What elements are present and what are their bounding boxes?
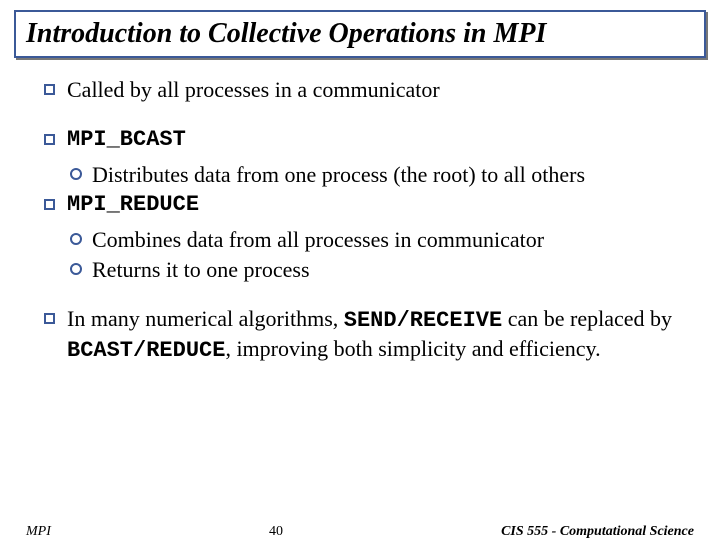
slide-title: Introduction to Collective Operations in… <box>26 18 694 50</box>
circle-bullet-icon <box>70 168 82 180</box>
square-bullet-icon <box>44 313 55 324</box>
bullet-1-text: Called by all processes in a communicato… <box>67 76 690 104</box>
b4-pre: In many numerical algorithms, <box>67 306 344 331</box>
slide-content: Called by all processes in a communicato… <box>0 58 720 364</box>
bullet-3-sub-2: Returns it to one process <box>70 256 690 284</box>
bullet-1: Called by all processes in a communicato… <box>44 76 690 104</box>
bullet-4: In many numerical algorithms, SEND/RECEI… <box>44 305 690 364</box>
square-bullet-icon <box>44 199 55 210</box>
bullet-2-text: MPI_BCAST <box>67 126 690 154</box>
title-box: Introduction to Collective Operations in… <box>14 10 706 58</box>
circle-bullet-icon <box>70 263 82 275</box>
bullet-2-sub-1-text: Distributes data from one process (the r… <box>92 161 690 189</box>
bullet-2-sub-1: Distributes data from one process (the r… <box>70 161 690 189</box>
footer-right: CIS 555 - Computational Science <box>501 524 694 540</box>
footer-page-number: 40 <box>51 524 501 540</box>
b4-code2: BCAST/REDUCE <box>67 338 225 363</box>
b4-code1: SEND/RECEIVE <box>344 308 502 333</box>
bullet-2: MPI_BCAST <box>44 126 690 154</box>
bullet-3-sub-2-text: Returns it to one process <box>92 256 690 284</box>
bullet-3-sub-1: Combines data from all processes in comm… <box>70 226 690 254</box>
bullet-3: MPI_REDUCE <box>44 191 690 219</box>
footer-left: MPI <box>26 524 51 540</box>
b4-post: , improving both simplicity and efficien… <box>225 336 600 361</box>
bullet-3-text: MPI_REDUCE <box>67 191 690 219</box>
square-bullet-icon <box>44 84 55 95</box>
slide-footer: MPI 40 CIS 555 - Computational Science <box>0 524 720 540</box>
bullet-4-text: In many numerical algorithms, SEND/RECEI… <box>67 305 690 364</box>
b4-mid: can be replaced by <box>502 306 672 331</box>
square-bullet-icon <box>44 134 55 145</box>
bullet-3-sub-1-text: Combines data from all processes in comm… <box>92 226 690 254</box>
circle-bullet-icon <box>70 233 82 245</box>
